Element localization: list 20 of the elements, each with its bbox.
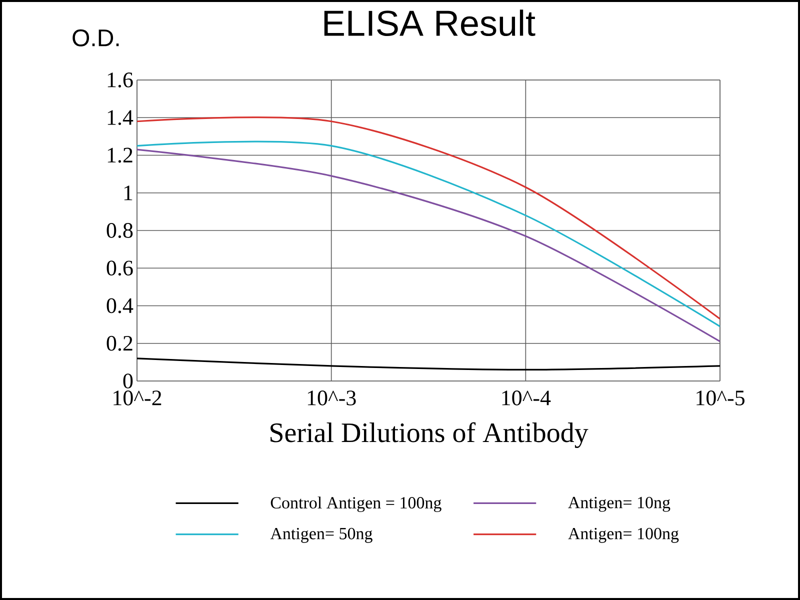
legend-label: Antigen= 50ng [270, 528, 372, 543]
legend-label: Antigen= 10ng [568, 496, 670, 512]
y-tick-label: 1 [124, 186, 132, 200]
x-tick-label: 10^-4 [502, 390, 551, 406]
chart-title: ELISA Result [324, 10, 536, 36]
y-tick-label: 1.6 [108, 72, 133, 88]
legend-label: Antigen= 100ng [568, 528, 679, 543]
y-tick-label: 0.4 [106, 298, 134, 314]
y-tick-label: 1.2 [108, 148, 132, 163]
x-tick-label: 10^-3 [308, 390, 356, 406]
y-tick-label: 1.4 [108, 110, 134, 126]
y-tick-label: 0 [123, 374, 133, 388]
y-tick-label: 0.8 [106, 223, 133, 238]
y-axis-title: O.D. [72, 29, 119, 46]
x-axis-title: Serial Dilutions of Antibody [270, 422, 588, 448]
y-tick-label: 0.6 [106, 260, 133, 276]
legend-label: Control Antigen = 100ng [270, 496, 442, 512]
x-tick-label: 10^-5 [696, 390, 744, 406]
x-tick-label: 10^-2 [114, 390, 162, 406]
y-tick-label: 0.2 [106, 336, 132, 351]
